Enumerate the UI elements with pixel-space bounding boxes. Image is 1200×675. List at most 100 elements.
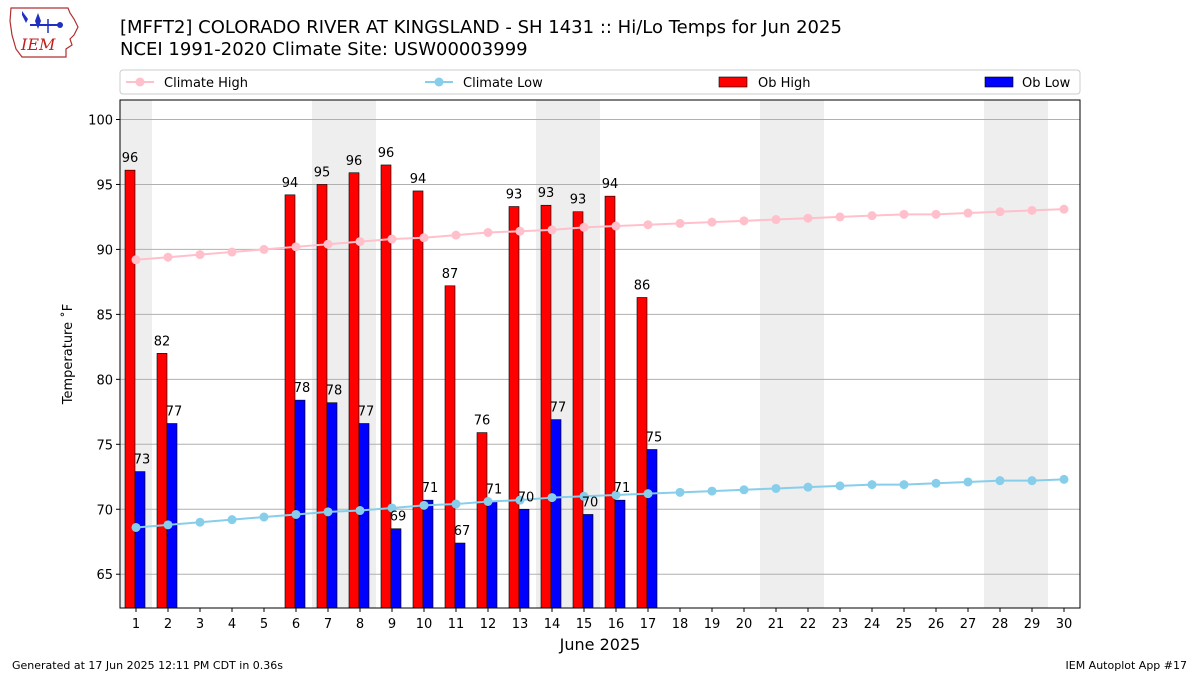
ob-low-bar xyxy=(294,399,306,609)
ob-high-label: 96 xyxy=(122,151,139,166)
x-tick-label: 13 xyxy=(512,617,529,632)
climate-high-point xyxy=(131,255,141,265)
legend-swatch xyxy=(718,76,748,88)
weekend-band xyxy=(1016,100,1048,608)
logo-text: IEM xyxy=(20,35,56,54)
climate-high-point xyxy=(451,230,461,240)
x-tick-label: 1 xyxy=(132,617,140,632)
climate-low-line xyxy=(135,478,1065,529)
x-tick-label: 23 xyxy=(832,617,849,632)
ob-high-bar xyxy=(412,190,424,609)
climate-high-point xyxy=(643,220,653,230)
ob-low-bar xyxy=(614,499,626,609)
plot-frame xyxy=(119,99,1081,609)
ob-high-label: 94 xyxy=(602,177,619,192)
weekend-band xyxy=(760,100,792,608)
ob-low-label: 78 xyxy=(294,381,311,396)
climate-high-point xyxy=(227,247,237,257)
ob-low-label: 71 xyxy=(486,482,503,497)
climate-low-point xyxy=(611,490,621,500)
climate-low-point xyxy=(835,481,845,491)
climate-low-point xyxy=(163,520,173,530)
climate-high-point xyxy=(323,239,333,249)
x-tick-label: 26 xyxy=(928,617,945,632)
climate-low-point xyxy=(739,485,749,495)
climate-low-point xyxy=(515,495,525,505)
climate-high-point xyxy=(483,228,493,238)
climate-low-point xyxy=(1027,476,1037,486)
ob-low-label: 73 xyxy=(134,453,151,468)
ob-low-label: 71 xyxy=(614,481,631,496)
x-tick-label: 10 xyxy=(416,617,433,632)
climate-high-point xyxy=(803,213,813,223)
ob-low-label: 77 xyxy=(166,405,183,420)
climate-high-point xyxy=(611,221,621,231)
climate-high-point xyxy=(515,226,525,236)
climate-low-point xyxy=(291,509,301,519)
climate-low-point xyxy=(227,515,237,525)
y-tick-label: 75 xyxy=(96,438,113,453)
climate-high-point xyxy=(1059,204,1069,214)
climate-high-point xyxy=(387,234,397,244)
ob-high-label: 94 xyxy=(282,176,299,191)
x-tick-label: 2 xyxy=(164,617,172,632)
ob-low-bar xyxy=(486,501,498,609)
ob-low-bar xyxy=(134,471,146,609)
ob-low-bar xyxy=(422,499,434,609)
ob-high-bar xyxy=(604,195,616,609)
ob-low-label: 71 xyxy=(422,481,439,496)
x-tick-label: 22 xyxy=(800,617,817,632)
x-tick-label: 3 xyxy=(196,617,204,632)
climate-high-point xyxy=(995,207,1005,217)
weekend-band xyxy=(792,100,824,608)
x-tick-label: 6 xyxy=(292,617,300,632)
x-tick-label: 27 xyxy=(960,617,977,632)
climate-high-point xyxy=(355,237,365,247)
grid-lines xyxy=(120,118,1080,575)
climate-low-point xyxy=(483,496,493,506)
ob-low-bar xyxy=(646,449,658,609)
climate-low-point xyxy=(547,493,557,503)
climate-low-point xyxy=(867,480,877,490)
climate-high-point xyxy=(163,252,173,262)
x-tick-label: 25 xyxy=(896,617,913,632)
ob-high-bar xyxy=(156,353,168,609)
climate-high-point xyxy=(867,211,877,221)
climate-low-point xyxy=(643,489,653,499)
ob-low-bar xyxy=(390,528,402,609)
legend-label: Climate High xyxy=(164,76,248,91)
x-tick-label: 5 xyxy=(260,617,268,632)
x-tick-label: 8 xyxy=(356,617,364,632)
legend-marker xyxy=(434,77,444,87)
ob-low-bar xyxy=(326,402,338,609)
generated-timestamp: Generated at 17 Jun 2025 12:11 PM CDT in… xyxy=(12,659,284,672)
ob-low-bar xyxy=(166,423,178,609)
climate-low-point xyxy=(355,506,365,516)
legend-marker xyxy=(135,77,145,87)
ob-low-bar xyxy=(454,542,466,609)
ob-low-bar xyxy=(518,508,530,609)
ob-low-label: 70 xyxy=(582,495,599,510)
ob-high-bar xyxy=(284,194,296,609)
climate-low-point xyxy=(419,500,429,510)
x-tick-label: 4 xyxy=(228,617,236,632)
climate-low-point xyxy=(131,522,141,532)
climate-high-point xyxy=(675,218,685,228)
climate-high-point xyxy=(707,217,717,227)
ob-high-bar xyxy=(636,297,648,609)
legend: Climate High Climate Low Ob High Ob Low xyxy=(119,69,1081,95)
legend-box xyxy=(119,69,1081,95)
ob-low-label: 77 xyxy=(550,401,567,416)
iem-logo: IEM xyxy=(8,5,82,59)
y-tick-label: 90 xyxy=(96,243,113,258)
climate-high-point xyxy=(291,242,301,252)
climate-low-point xyxy=(195,517,205,527)
ob-high-bar xyxy=(380,164,392,609)
climate-low-point xyxy=(1059,474,1069,484)
chart-title: [MFFT2] COLORADO RIVER AT KINGSLAND - SH… xyxy=(120,17,842,38)
x-tick-label: 18 xyxy=(672,617,689,632)
legend-label: Ob High xyxy=(758,76,811,91)
x-tick-label: 19 xyxy=(704,617,721,632)
climate-high-point xyxy=(195,250,205,260)
